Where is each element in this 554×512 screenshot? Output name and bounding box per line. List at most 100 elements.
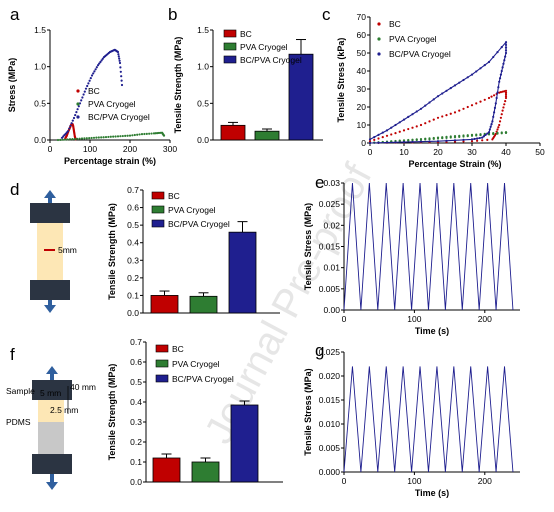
data-point [504, 91, 508, 94]
data-point [494, 102, 497, 105]
legend-swatch [155, 374, 169, 383]
data-point [119, 70, 122, 73]
data-point [80, 99, 83, 102]
legend-marker [76, 115, 80, 119]
legend-label: BC/PVA Cryogel [172, 374, 234, 384]
y-tick-label: 0.6 [130, 357, 142, 367]
pdms-label: PDMS [6, 417, 31, 427]
y-tick-label: 0.0 [197, 135, 209, 145]
data-point [116, 50, 120, 54]
data-point [126, 134, 129, 137]
data-point [504, 55, 507, 58]
data-point [449, 136, 452, 139]
data-point [473, 137, 476, 141]
data-point [498, 91, 501, 94]
data-point [482, 135, 485, 138]
data-point [445, 139, 448, 142]
data-point [394, 123, 397, 127]
data-point [75, 111, 78, 114]
data-point [394, 141, 397, 144]
data-point [119, 135, 122, 138]
data-point [493, 106, 497, 109]
data-point [88, 79, 91, 82]
bar [189, 295, 218, 314]
top-clamp [30, 203, 70, 223]
data-point [124, 134, 127, 137]
x-axis-title: Percentage strain (%) [64, 156, 156, 166]
data-point [398, 130, 401, 133]
legend-label: BC/PVA Cryogel [389, 49, 451, 59]
data-point [78, 137, 81, 140]
x-tick-label: 100 [83, 144, 97, 154]
data-point [157, 131, 160, 135]
data-point [499, 91, 502, 94]
legend-label: BC [168, 191, 180, 201]
data-point [56, 138, 60, 142]
data-point [76, 137, 79, 140]
data-point [497, 126, 500, 129]
x-tick-label: 100 [407, 476, 421, 486]
legend-marker [377, 52, 381, 56]
data-point [109, 135, 112, 138]
data-point [501, 90, 504, 93]
data-point [84, 87, 88, 90]
panel-label: b [168, 5, 177, 24]
data-point [479, 133, 482, 137]
data-point [462, 140, 465, 143]
data-point [498, 123, 501, 127]
data-point [381, 131, 384, 134]
bar [288, 53, 314, 141]
data-point [436, 137, 440, 140]
y-tick-label: 0.005 [319, 443, 341, 453]
data-point [479, 67, 482, 70]
data-point [69, 124, 72, 128]
x-tick-label: 300 [163, 144, 177, 154]
y-tick-label: 0.025 [319, 199, 341, 209]
data-point [89, 77, 92, 80]
data-point [92, 136, 96, 139]
data-point [117, 53, 120, 56]
legend-label: PVA Cryogel [240, 42, 288, 52]
y-tick-label: 0 [361, 138, 366, 148]
data-point [436, 140, 440, 143]
legend-swatch [155, 344, 169, 353]
data-point [390, 133, 393, 136]
x-tick-label: 20 [433, 147, 443, 157]
data-point [504, 131, 508, 135]
y-tick-label: 0.1 [130, 457, 142, 467]
data-point [496, 91, 499, 94]
data-point [493, 94, 496, 97]
panel-label: f [10, 345, 15, 364]
data-point [143, 132, 146, 136]
x-tick-label: 40 [501, 147, 511, 157]
data-point [476, 139, 479, 142]
data-point [462, 107, 465, 110]
y-tick-label: 0.000 [319, 467, 341, 477]
data-point [407, 115, 410, 118]
y-tick-label: 0.020 [319, 371, 341, 381]
legend-label: PVA Cryogel [168, 205, 216, 215]
data-point [96, 64, 100, 67]
data-point [71, 138, 74, 141]
data-point [445, 89, 448, 92]
data-point [104, 135, 108, 139]
x-tick-label: 200 [478, 314, 492, 324]
data-point [500, 46, 503, 49]
data-point [402, 141, 406, 144]
data-point [83, 137, 86, 140]
data-point [138, 133, 141, 136]
y-tick-label: 0.6 [127, 203, 139, 213]
data-point [150, 132, 153, 135]
data-point [458, 109, 461, 112]
data-point [484, 133, 487, 136]
data-point [377, 133, 380, 136]
data-point [77, 105, 80, 108]
data-point [99, 60, 102, 64]
y-tick-label: 1.5 [34, 25, 46, 35]
data-point [504, 93, 508, 96]
y-tick-label: 0.03 [323, 178, 340, 188]
y-tick-label: 50 [357, 48, 367, 58]
sample-strip [38, 400, 64, 422]
data-point [66, 138, 69, 141]
y-tick-label: 0.5 [197, 98, 209, 108]
